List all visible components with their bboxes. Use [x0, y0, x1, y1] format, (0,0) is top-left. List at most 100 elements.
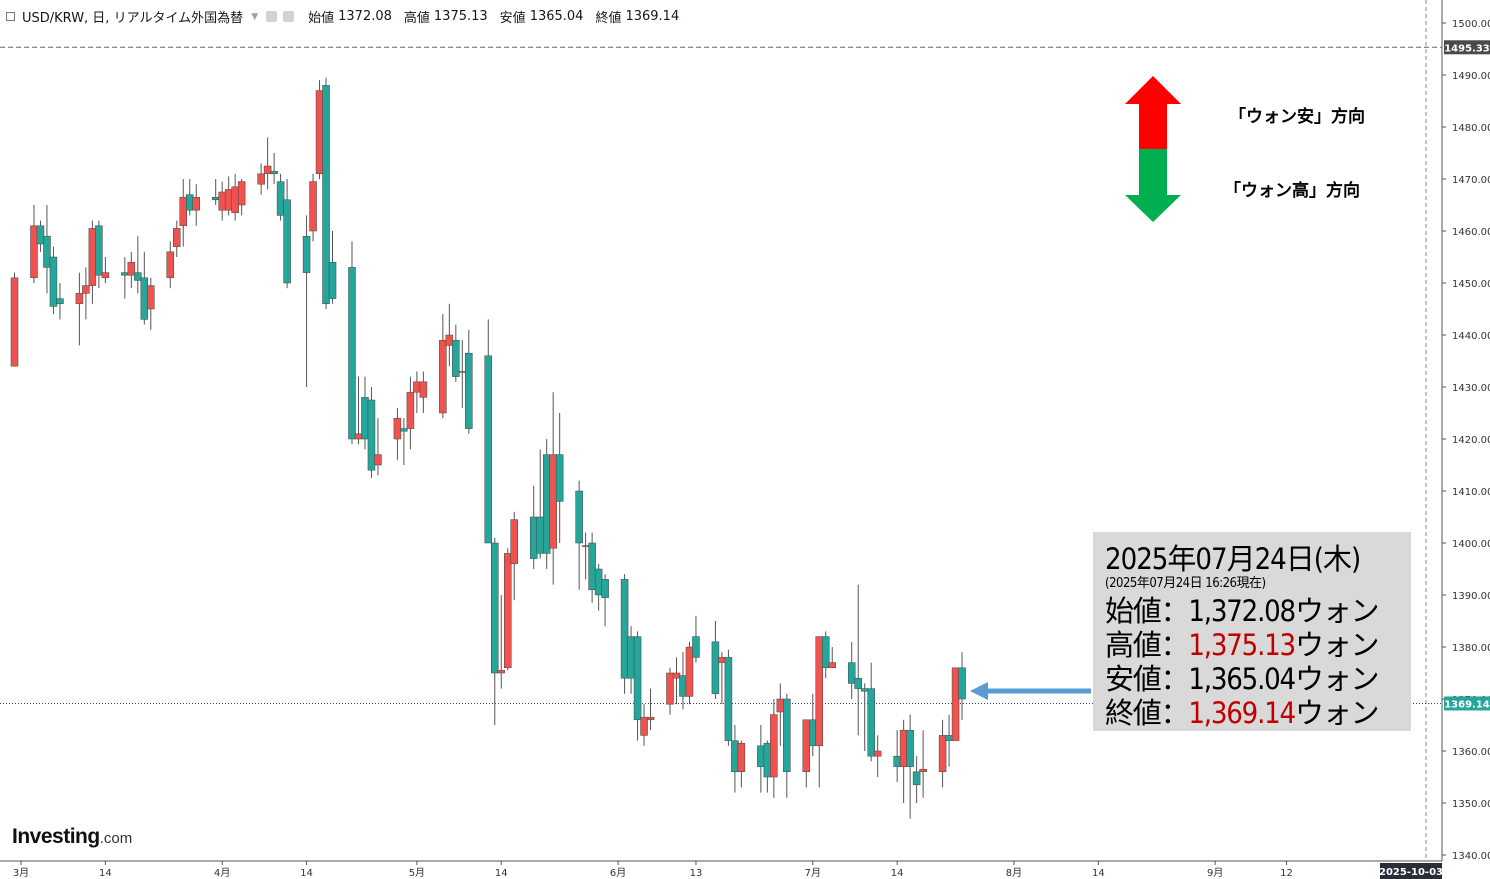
candle	[95, 220, 103, 289]
candle-body-up	[951, 667, 960, 741]
y-tick-label: 1500.00	[1452, 19, 1490, 30]
candle	[439, 314, 447, 419]
chevron-down-icon[interactable]: ▼	[251, 11, 259, 22]
x-tick-label: 9月	[1207, 867, 1223, 879]
eye-icon[interactable]	[266, 11, 278, 22]
candle-body-down	[43, 235, 51, 268]
candle-body-down	[783, 698, 791, 773]
y-tick-label: 1450.00	[1452, 279, 1490, 290]
candle-body-down	[867, 688, 875, 757]
candles	[10, 77, 966, 819]
candle-body-up	[179, 196, 187, 227]
candle	[257, 163, 265, 195]
y-tick-label: 1490.00	[1452, 71, 1490, 82]
y-tick-label: 1410.00	[1452, 487, 1490, 498]
candle-body-down	[491, 542, 499, 674]
candle-body-up	[173, 228, 181, 247]
candle-body-down	[945, 735, 953, 741]
x-tick-label: 4月	[214, 867, 230, 879]
candle	[328, 231, 337, 304]
candle-body-up	[263, 165, 272, 175]
symbol-label[interactable]: USD/KRW, 日, リアルタイム外国為替	[22, 11, 244, 26]
candle-body-up	[75, 293, 84, 305]
candle	[666, 667, 674, 715]
y-tick-label: 1440.00	[1452, 331, 1490, 342]
candle-body-up	[309, 181, 317, 232]
last-price-label: 1369.14	[1444, 699, 1490, 710]
candle-body-down	[484, 355, 493, 544]
candle-body-up	[815, 636, 824, 747]
info-date: 2025年07月24日(木)	[1105, 542, 1361, 576]
candle-body-up	[224, 189, 233, 211]
candle-body-up	[666, 672, 674, 705]
candle-body-down	[822, 636, 830, 669]
candle	[822, 631, 830, 679]
end-date-tag	[1380, 863, 1442, 879]
candle-body-down	[757, 745, 765, 767]
candle-body-down	[711, 641, 720, 695]
candle-body-down	[270, 170, 278, 175]
candle-body-up	[218, 191, 226, 211]
candle-body-down	[633, 636, 642, 721]
candle	[770, 699, 778, 798]
candle-body-up	[439, 339, 447, 414]
candle	[958, 652, 966, 720]
candle-body-up	[82, 285, 90, 294]
candle	[873, 735, 882, 777]
candle	[75, 272, 84, 346]
candle-body-up	[393, 417, 402, 440]
candle-body-up	[88, 228, 97, 286]
candle-body-down	[328, 261, 337, 299]
candle-body-up	[445, 334, 454, 346]
investing-logo[interactable]: Investing.com	[12, 825, 133, 848]
candle-body-down	[542, 454, 551, 554]
candle	[620, 574, 629, 694]
info-row-close: 終値：1,369.14ウォン	[1105, 696, 1380, 730]
candle	[711, 621, 720, 699]
candle	[309, 173, 317, 242]
low-label: 安値	[499, 11, 526, 26]
legend-up-label: 「ウォン安」方向	[1229, 107, 1365, 127]
candle	[854, 584, 862, 736]
candle	[491, 537, 499, 725]
candle	[828, 647, 836, 669]
candle-body-down	[276, 181, 285, 216]
candle	[10, 272, 19, 367]
candle	[601, 574, 609, 627]
candle	[867, 662, 875, 762]
arrow-left-icon	[970, 682, 988, 700]
chart-header: USD/KRW, 日, リアルタイム外国為替 ▼ 始値 1372.08 高値 137…	[6, 7, 679, 26]
candle-body-down	[906, 729, 914, 767]
x-tick-label: 12	[1280, 868, 1293, 879]
x-tick-label: 14	[1092, 868, 1105, 879]
settings-icon[interactable]	[283, 11, 295, 22]
y-tick-label: 1470.00	[1452, 175, 1490, 186]
candle	[315, 80, 324, 179]
candle-body-down	[847, 662, 856, 684]
candle-body-down	[893, 755, 901, 767]
candle-body-down	[367, 399, 376, 471]
candle	[192, 184, 200, 226]
candle-body-down	[348, 267, 356, 440]
y-tick-label: 1390.00	[1452, 591, 1490, 602]
candle-body-up	[828, 662, 836, 669]
candle	[263, 137, 272, 190]
x-tick-label: 8月	[1006, 867, 1022, 879]
candle	[912, 756, 921, 803]
candle	[400, 418, 408, 465]
collapse-icon[interactable]	[6, 12, 15, 21]
candle	[283, 179, 291, 289]
candle-body-up	[354, 433, 363, 440]
candle-body-up	[776, 698, 785, 713]
candle-body-down	[49, 256, 58, 307]
candle-body-up	[257, 173, 265, 185]
candle-body-down	[211, 196, 220, 201]
candle-body-up	[127, 261, 136, 276]
candle	[367, 387, 376, 478]
candle	[646, 688, 655, 731]
candle	[555, 413, 564, 543]
y-tick-label: 1360.00	[1452, 747, 1490, 758]
candle-body-down	[912, 771, 921, 786]
candle	[406, 376, 415, 450]
